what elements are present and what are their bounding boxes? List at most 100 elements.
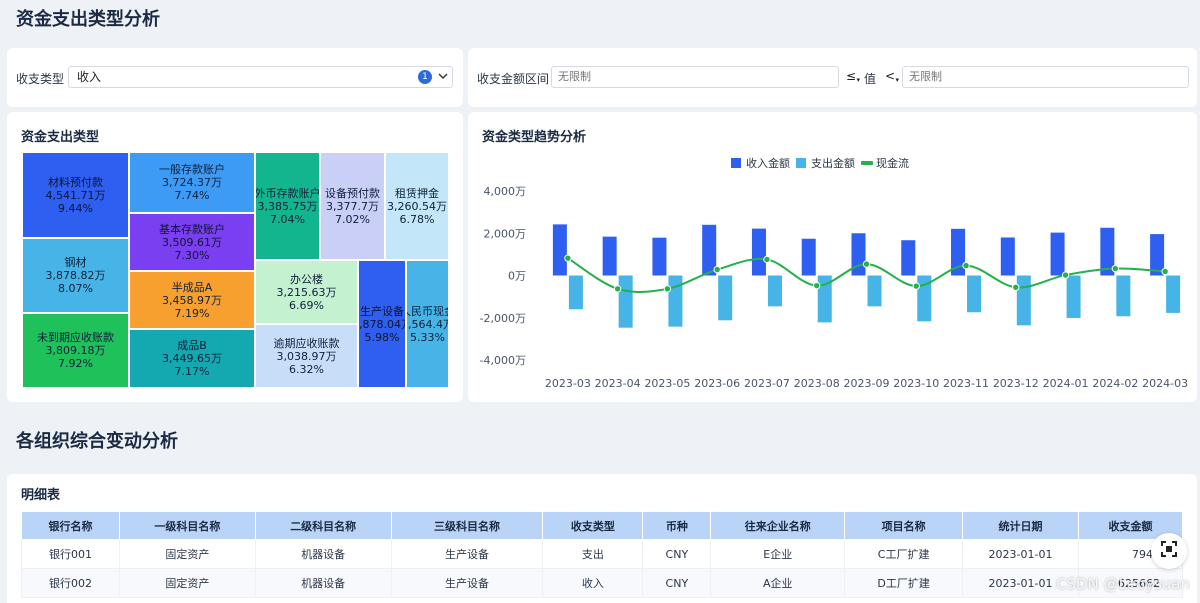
bar <box>851 233 866 276</box>
cashflow-point <box>1012 283 1020 292</box>
treemap-cell-name: 一般存款账户 <box>159 163 225 176</box>
treemap-cell-name: 成品B <box>177 339 207 352</box>
treemap-cell[interactable]: 半成品A 3,458.97万 7.19% <box>129 271 255 329</box>
bar <box>652 237 667 276</box>
treemap-cell[interactable]: 材料预付款 4,541.71万 9.44% <box>22 152 129 238</box>
x-tick-label: 2023-06 <box>694 377 740 390</box>
treemap-cell-pct: 6.69% <box>289 298 324 312</box>
treemap-cell-amount: 3,809.18万 <box>45 344 106 357</box>
bar <box>967 275 982 313</box>
treemap-cell-name: 人民币现金 <box>407 304 448 318</box>
col-level3-subject[interactable]: 三级科目名称 <box>390 511 544 540</box>
treemap-cell-name: 外币存款账户 <box>255 186 320 200</box>
treemap-cell[interactable]: 未到期应收账款 3,809.18万 7.92% <box>22 313 129 388</box>
treemap-cell[interactable]: 租赁押金 3,260.54万 6.78% <box>385 152 449 260</box>
treemap-cell-amount: 4,541.71万 <box>45 188 106 202</box>
treemap-cell[interactable]: 钢材 3,878.82万 8.07% <box>22 238 129 313</box>
cashflow-point <box>763 255 771 264</box>
section-title-org: 各组织综合变动分析 <box>16 431 178 452</box>
treemap-cell-amount: 3,377.7万 <box>326 199 379 213</box>
col-bank-name[interactable]: 银行名称 <box>21 511 120 540</box>
treemap-cell[interactable]: 成品B 3,449.65万 7.17% <box>129 329 255 388</box>
col-stat-date[interactable]: 统计日期 <box>962 511 1079 540</box>
bar <box>817 275 832 323</box>
bar <box>801 238 816 276</box>
treemap-cell-name: 未到期应收账款 <box>37 331 114 344</box>
bar <box>552 224 567 276</box>
cashflow-point <box>912 282 920 290</box>
col-income-type[interactable]: 收支类型 <box>542 511 644 540</box>
treemap-cell-amount: 3,509.61万 <box>162 235 222 249</box>
legend-label: 现金流 <box>876 156 909 170</box>
type-select[interactable]: 收入 1 <box>68 66 453 88</box>
col-currency[interactable]: 币种 <box>642 511 712 540</box>
treemap-cell-amount: 2,564.4万 <box>407 317 448 331</box>
treemap-cell[interactable]: 外币存款账户 3,385.75万 7.04% <box>255 152 320 260</box>
treemap-cell-pct: 6.32% <box>289 362 324 376</box>
treemap-cell-name: 钢材 <box>64 256 87 269</box>
treemap-cell-pct: 7.04% <box>270 212 305 226</box>
detail-table: 银行名称 一级科目名称 二级科目名称 三级科目名称 收支类型 币种 往来企业名称… <box>21 511 1184 598</box>
table-title: 明细表 <box>21 488 61 503</box>
y-tick-label: 0万 <box>508 270 526 283</box>
treemap-cell-amount: 3,215.63万 <box>276 285 337 299</box>
treemap-cell[interactable]: 一般存款账户 3,724.37万 7.74% <box>129 152 255 213</box>
treemap-card: 资金支出类型 材料预付款 4,541.71万 9.44% 钢材 3,878.82万 8.0… <box>7 112 463 402</box>
treemap-cell-amount: 3,878.82万 <box>45 269 106 282</box>
min-operator-select[interactable]: ≤ ▾ <box>845 69 860 84</box>
treemap-cell-name: 半成品A <box>171 280 213 294</box>
bar <box>1000 237 1015 276</box>
y-tick-label: -2,000万 <box>480 312 526 325</box>
col-level2-subject[interactable]: 二级科目名称 <box>254 511 392 540</box>
bar <box>568 275 583 310</box>
treemap-cell-pct: 9.44% <box>58 201 93 215</box>
type-filter-label: 收支类型 <box>16 72 65 86</box>
table-row[interactable]: 银行001 固定资产 机器设备 生产设备 支出 CNY E企业 C工厂扩建 20… <box>21 539 1184 569</box>
treemap-cell[interactable]: 基本存款账户 3,509.61万 7.30% <box>129 213 255 271</box>
bar <box>767 275 782 307</box>
cashflow-point <box>564 254 572 262</box>
legend-label: 收入金额 <box>746 156 790 170</box>
trend-chart: 4,000万 2,000万 0万 -2,000万 -4,000万 收入金额 支出金额 现金流 2… <box>480 156 1189 390</box>
legend-swatch <box>796 158 806 168</box>
cashflow-point <box>813 281 821 290</box>
range-max-input[interactable] <box>902 66 1189 88</box>
x-tick-label: 2023-08 <box>794 377 840 390</box>
range-min-input[interactable] <box>551 66 839 88</box>
watermark: CSDN @Leoysuan <box>1056 575 1190 593</box>
treemap-cell-amount: 2,878.04万 <box>359 317 405 331</box>
col-partner-name[interactable]: 往来企业名称 <box>710 511 846 540</box>
treemap-cell[interactable]: 设备预付款 3,377.7万 7.02% <box>320 152 385 260</box>
treemap-cell-amount: 3,385.75万 <box>257 199 318 213</box>
treemap-cell-pct: 7.02% <box>335 212 370 226</box>
bar <box>751 228 766 276</box>
range-filter-label: 收支金额区间 <box>477 72 550 86</box>
bar <box>1166 275 1181 313</box>
bar <box>1066 275 1081 318</box>
treemap-cell-pct: 7.30% <box>174 248 210 262</box>
page-title: 资金支出类型分析 <box>16 9 160 30</box>
table-row[interactable]: 银行002 固定资产 机器设备 生产设备 收入 CNY A企业 D工厂扩建 20… <box>21 568 1184 598</box>
treemap-cell[interactable]: 办公楼 3,215.63万 6.69% <box>255 260 358 324</box>
legend-label: 支出金额 <box>811 156 855 170</box>
treemap-cell[interactable]: 生产设备2,878.04万5.98% <box>358 260 406 388</box>
col-level1-subject[interactable]: 一级科目名称 <box>118 511 256 540</box>
x-tick-label: 2023-11 <box>943 377 989 390</box>
bar <box>668 275 683 327</box>
cashflow-point <box>1061 271 1070 279</box>
fullscreen-button[interactable] <box>1151 533 1187 569</box>
col-project-name[interactable]: 项目名称 <box>844 511 964 540</box>
bar <box>867 275 882 307</box>
selected-count-badge: 1 <box>418 70 432 84</box>
treemap-cell-name: 办公楼 <box>290 272 323 286</box>
x-tick-label: 2024-02 <box>1092 377 1138 390</box>
bar <box>1116 275 1131 317</box>
treemap-cell-name: 生产设备 <box>360 304 404 318</box>
chevron-down-icon[interactable] <box>437 69 449 89</box>
x-tick-label: 2024-03 <box>1142 377 1188 390</box>
treemap-cell[interactable]: 人民币现金2,564.4万5.33% <box>406 260 449 388</box>
max-operator-select[interactable]: < ▾ <box>884 69 899 84</box>
treemap-cell-name: 逾期应收账款 <box>273 336 340 350</box>
treemap-cell[interactable]: 逾期应收账款 3,038.97万 6.32% <box>255 324 358 388</box>
treemap-cell-name: 设备预付款 <box>325 186 380 200</box>
